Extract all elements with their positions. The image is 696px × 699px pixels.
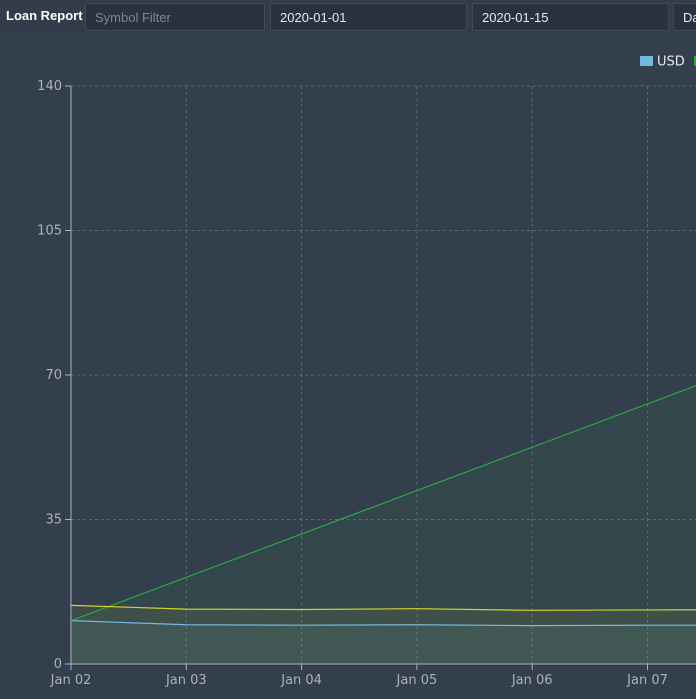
x-tick-label: Jan 06 <box>511 673 553 688</box>
series-area-2 <box>71 605 696 664</box>
chart-area: 0 35 70 105 140 Jan 02 Jan 03 Jan 04 Jan 05 Jan 0… <box>0 36 696 695</box>
x-tick-label: Jan 04 <box>280 673 322 688</box>
series-line-2 <box>71 604 696 611</box>
symbol-filter-input[interactable] <box>85 3 265 31</box>
toolbar: Loan Report Da <box>0 0 696 36</box>
x-tick-label: Jan 05 <box>396 673 438 688</box>
end-date-input[interactable] <box>472 3 669 31</box>
app-title: Loan Report <box>6 8 83 23</box>
y-tick-label: 105 <box>37 224 62 239</box>
y-tick-label: 35 <box>45 513 62 528</box>
x-tick-label: Jan 07 <box>626 673 668 688</box>
legend: USD <box>640 55 696 70</box>
x-tick-label: Jan 02 <box>50 673 92 688</box>
legend-swatch-0 <box>640 56 653 66</box>
y-tick-label: 70 <box>45 368 62 383</box>
x-tick-label: Jan 03 <box>165 673 207 688</box>
axes: 0 35 70 105 140 Jan 02 Jan 03 Jan 04 Jan 05 Jan 0… <box>37 79 696 688</box>
series-line-0 <box>71 620 696 627</box>
series-areas <box>71 385 696 664</box>
legend-label-0: USD <box>657 55 685 70</box>
series-line-1 <box>71 385 696 622</box>
series-lines <box>71 385 696 627</box>
start-date-input[interactable] <box>270 3 467 31</box>
grid <box>71 85 696 664</box>
y-tick-label: 0 <box>54 657 62 672</box>
series-area-0 <box>71 620 696 664</box>
series-area-1 <box>71 385 696 664</box>
y-tick-label: 140 <box>37 79 62 94</box>
loan-chart: 0 35 70 105 140 Jan 02 Jan 03 Jan 04 Jan 05 Jan 0… <box>37 55 696 688</box>
period-button[interactable]: Da <box>673 3 696 31</box>
